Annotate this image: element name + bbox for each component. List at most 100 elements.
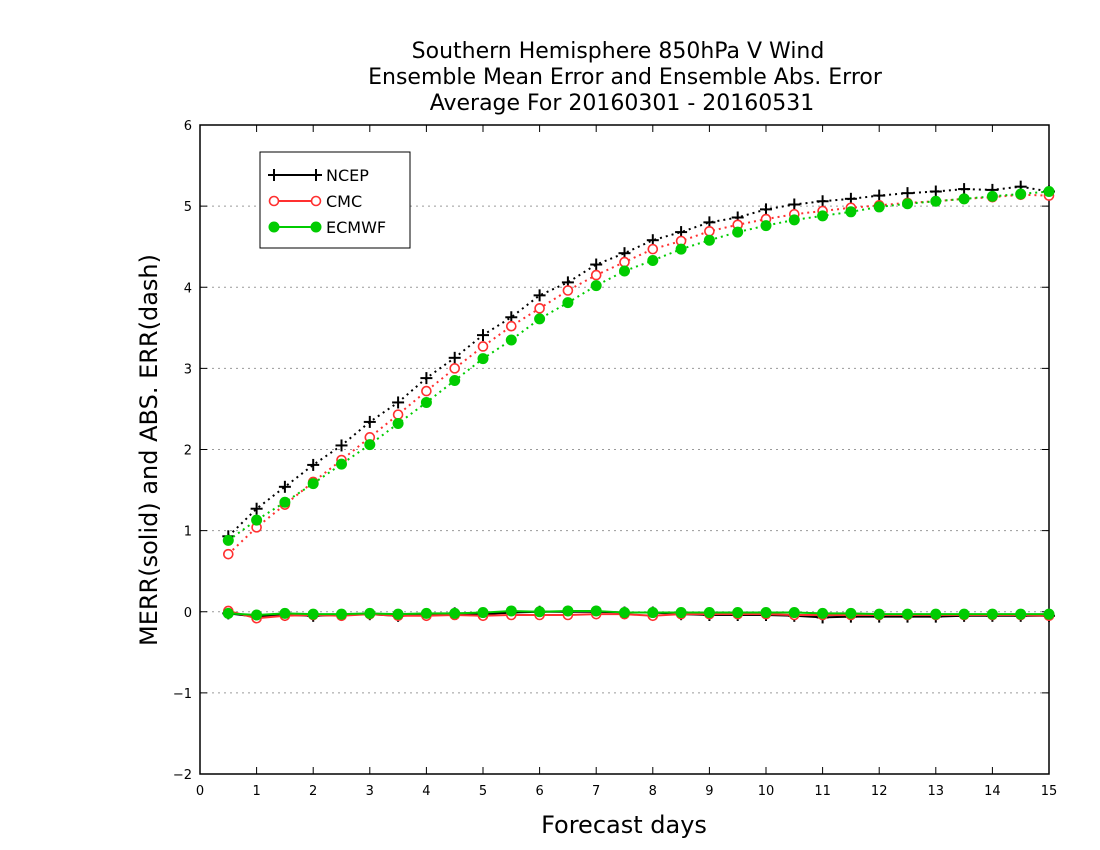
abs-error-point bbox=[307, 458, 320, 471]
y-axis-title: MERR(solid) and ABS. ERR(dash) bbox=[135, 254, 163, 646]
y-tick-label: −2 bbox=[173, 768, 192, 783]
abs-error-point bbox=[420, 372, 433, 385]
abs-error-point bbox=[732, 226, 744, 238]
abs-error-point bbox=[420, 396, 432, 408]
chart-title-line-1: Southern Hemisphere 850hPa V Wind bbox=[412, 39, 825, 64]
abs-error-point bbox=[788, 198, 801, 211]
legend-label: NCEP bbox=[326, 166, 369, 185]
y-tick-label: −1 bbox=[173, 687, 192, 702]
x-tick-label: 11 bbox=[814, 784, 831, 799]
abs-error-point bbox=[958, 183, 971, 196]
mean-error-point bbox=[222, 607, 234, 619]
x-axis-title: Forecast days bbox=[541, 811, 707, 839]
abs-error-point bbox=[278, 480, 291, 493]
chart-title-line-2: Ensemble Mean Error and Ensemble Abs. Er… bbox=[368, 65, 883, 90]
x-tick-label: 6 bbox=[535, 784, 543, 799]
x-tick-label: 12 bbox=[871, 784, 888, 799]
abs-error-point bbox=[307, 478, 319, 490]
chart-title: Southern Hemisphere 850hPa V Wind Ensemb… bbox=[368, 39, 883, 116]
abs-error-point bbox=[562, 297, 574, 309]
abs-error-point bbox=[929, 185, 942, 198]
abs-error-point bbox=[647, 254, 659, 266]
mean-error-point bbox=[251, 609, 263, 621]
y-tick-label: 2 bbox=[184, 444, 192, 459]
x-tick-label: 7 bbox=[592, 784, 600, 799]
abs-error-point bbox=[335, 439, 348, 452]
abs-error-point bbox=[1043, 186, 1055, 198]
y-tick-label: 4 bbox=[184, 281, 192, 296]
legend-marker bbox=[310, 221, 322, 233]
mean-error-point bbox=[279, 607, 291, 619]
mean-error-point bbox=[392, 608, 404, 620]
abs-error-point bbox=[392, 409, 404, 420]
abs-error-line bbox=[227, 193, 1050, 555]
abs-error-point bbox=[534, 313, 546, 325]
mean-error-point bbox=[986, 608, 998, 620]
abs-error-point bbox=[788, 214, 800, 226]
mean-error-point bbox=[675, 607, 687, 619]
abs-error-point bbox=[760, 220, 772, 232]
plot-series bbox=[222, 180, 1055, 624]
legend-marker bbox=[268, 195, 280, 207]
legend-item-cmc: CMC bbox=[268, 192, 362, 211]
abs-error-point bbox=[873, 189, 886, 202]
abs-error-point bbox=[703, 234, 715, 246]
x-tick-label: 2 bbox=[309, 784, 317, 799]
mean-error-point bbox=[930, 608, 942, 620]
legend: NCEP CMC ECMWF bbox=[259, 151, 411, 249]
abs-error-point bbox=[477, 341, 489, 352]
abs-error-point bbox=[336, 458, 347, 470]
abs-error-point bbox=[647, 243, 659, 255]
legend-marker bbox=[268, 221, 280, 233]
abs-error-point bbox=[364, 439, 376, 451]
mean-error-point bbox=[534, 606, 546, 618]
abs-error-point bbox=[505, 320, 517, 332]
abs-error-point bbox=[251, 514, 263, 526]
x-tick-label: 5 bbox=[479, 784, 487, 799]
abs-error-point bbox=[816, 195, 829, 208]
abs-error-point bbox=[421, 385, 432, 397]
mean-error-point bbox=[732, 607, 744, 619]
abs-error-point bbox=[223, 548, 234, 560]
abs-error-point bbox=[704, 225, 715, 237]
legend-label: ECMWF bbox=[326, 218, 386, 237]
abs-error-point bbox=[619, 256, 630, 268]
mean-error-point bbox=[364, 607, 376, 619]
x-tick-label: 9 bbox=[705, 784, 713, 799]
mean-error-point bbox=[902, 608, 913, 620]
abs-error-point bbox=[590, 258, 603, 271]
abs-error-point bbox=[562, 285, 574, 296]
abs-error-line bbox=[227, 185, 1050, 538]
mean-error-point bbox=[647, 607, 659, 619]
mean-error-point bbox=[703, 607, 715, 619]
x-tick-label: 3 bbox=[366, 784, 374, 799]
x-tick-label: 10 bbox=[758, 784, 775, 799]
abs-error-point bbox=[533, 289, 546, 302]
abs-error-point bbox=[619, 265, 630, 277]
legend-marker bbox=[310, 169, 322, 181]
x-tick-label: 13 bbox=[928, 784, 945, 799]
abs-error-point bbox=[534, 303, 545, 314]
x-tick-label: 14 bbox=[984, 784, 1001, 799]
abs-error-point bbox=[902, 198, 913, 210]
y-tick-label: 6 bbox=[184, 119, 192, 134]
mean-error-point bbox=[760, 607, 772, 619]
abs-error-point bbox=[392, 396, 405, 409]
abs-error-point bbox=[760, 203, 772, 216]
mean-error-point bbox=[505, 605, 517, 617]
mean-error-point bbox=[420, 607, 432, 619]
mean-error-point bbox=[788, 607, 800, 619]
abs-error-point bbox=[958, 193, 970, 205]
abs-error-point bbox=[477, 353, 489, 365]
mean-error-point bbox=[590, 605, 602, 617]
mean-error-point bbox=[562, 605, 574, 617]
mean-error-point bbox=[1043, 608, 1055, 620]
mean-error-point bbox=[336, 608, 347, 620]
grid-lines bbox=[200, 205, 1049, 694]
mean-error-point bbox=[449, 607, 461, 619]
abs-error-point bbox=[986, 190, 998, 202]
abs-error-point bbox=[675, 243, 687, 255]
mean-error-point bbox=[1015, 608, 1027, 620]
mean-error-point bbox=[845, 607, 857, 619]
y-tick-label: 1 bbox=[184, 525, 192, 540]
